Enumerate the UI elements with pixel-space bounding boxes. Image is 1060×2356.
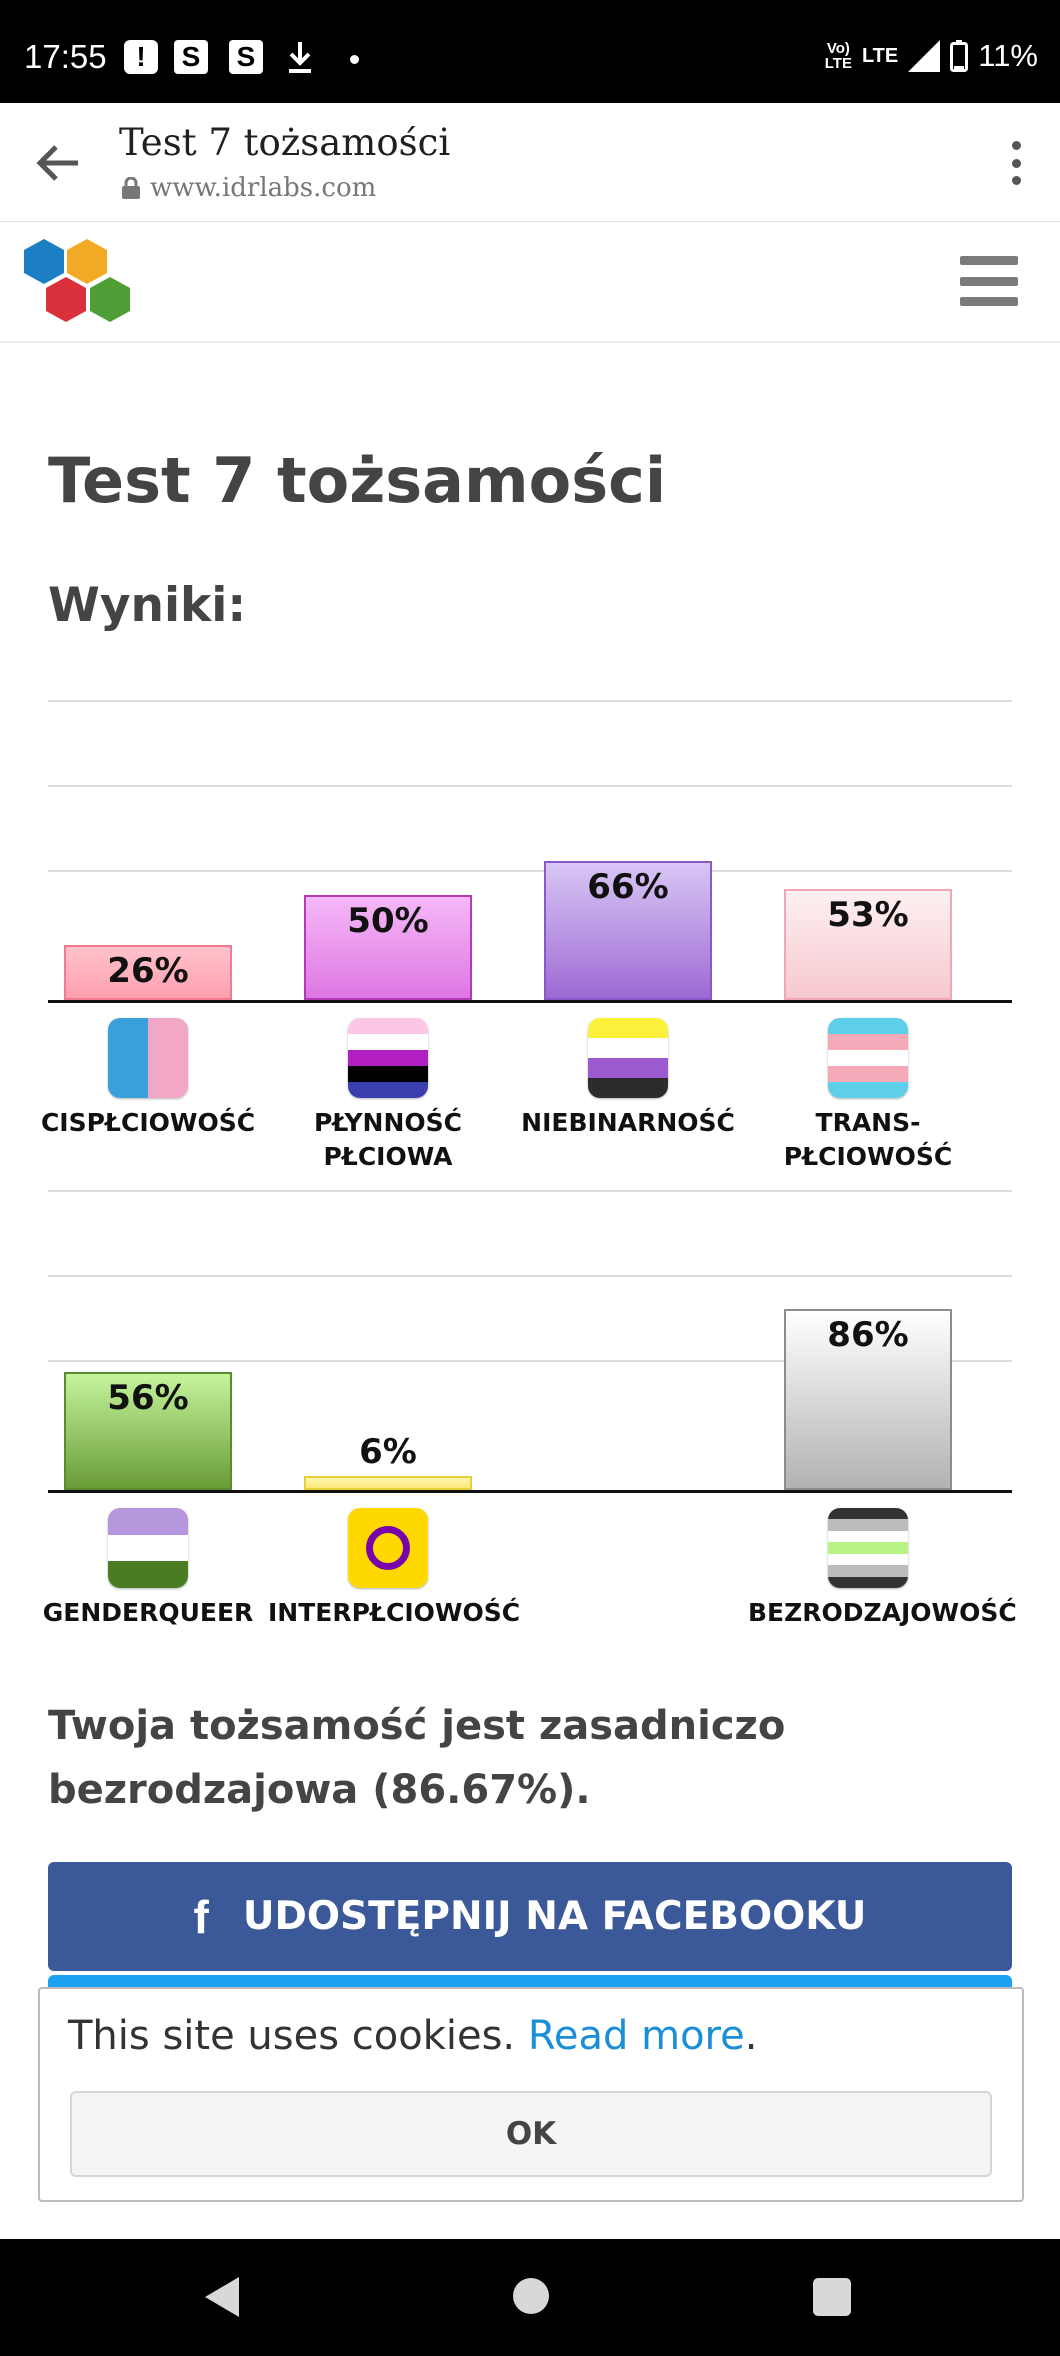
gridline <box>48 1190 1012 1192</box>
results-chart-2: 56% GENDERQUEER 6% INTERPŁCIOWOŚĆ 86% BEZRODZ… <box>43 1190 1017 1640</box>
site-header <box>0 222 1060 343</box>
page-title: Test 7 tożsamości <box>48 444 667 517</box>
download-icon <box>289 42 311 73</box>
url-text: www.idrlabs.com <box>150 173 377 203</box>
intersex-flag-icon <box>348 1508 428 1588</box>
cisgender-flag-icon <box>108 1018 188 1098</box>
browser-page-title: Test 7 tożsamości <box>119 121 451 164</box>
bar-value-label: 53% <box>827 894 909 935</box>
bar-0 <box>64 1372 232 1490</box>
bar-value-label: 6% <box>359 1432 417 1472</box>
transgender-flag-icon <box>828 1018 908 1098</box>
gridline <box>48 1360 1012 1362</box>
s-icon: S <box>229 40 263 74</box>
menu-icon[interactable] <box>960 256 1018 306</box>
nav-recents-icon[interactable] <box>813 2278 851 2316</box>
result-line-1: Twoja tożsamość jest zasadniczo <box>48 1703 786 1749</box>
battery-icon <box>950 40 969 72</box>
bar-value-label: 66% <box>587 867 669 908</box>
bar-value-label: 26% <box>107 951 189 992</box>
system-nav-bar <box>0 2239 1060 2356</box>
alert-icon: ! <box>124 40 158 74</box>
gridline <box>48 870 1012 872</box>
genderqueer-flag-icon <box>108 1508 188 1588</box>
facebook-icon: f <box>193 1890 209 1943</box>
read-more-link[interactable]: Read more <box>527 2013 745 2059</box>
cookie-banner: This site uses cookies. Read more. OK <box>38 1987 1024 2202</box>
result-line-2: bezrodzajowa (86.67%). <box>48 1767 591 1813</box>
agender-flag-icon <box>828 1508 908 1588</box>
facebook-share-label: UDOSTĘPNIJ NA FACEBOOKU <box>242 1894 867 1939</box>
gridline <box>48 700 1012 702</box>
idrlabs-logo-icon[interactable] <box>22 237 136 327</box>
nav-home-icon[interactable] <box>513 2278 549 2314</box>
browser-toolbar: Test 7 tożsamości www.idrlabs.com <box>0 103 1060 222</box>
bar-1 <box>304 895 472 1000</box>
volte-icon: Vo) LTE <box>824 40 852 72</box>
status-bar: 17:55 ! S S Vo) LTE LTE 11% <box>0 0 1060 103</box>
x-axis <box>48 1000 1012 1003</box>
results-chart-1: 26% CISPŁCIOWOŚĆ 50% PŁYNNOŚĆ PŁCIOWA 66% NIEB… <box>41 700 1012 1180</box>
bar-1 <box>304 1476 472 1490</box>
gridline <box>48 785 1012 787</box>
battery-level: 11% <box>978 38 1038 73</box>
bar-2 <box>544 861 712 1000</box>
cookie-ok-button[interactable]: OK <box>70 2091 992 2177</box>
x-axis <box>48 1490 1012 1493</box>
result-summary: Twoja tożsamość jest zasadniczo bezrodza… <box>48 1694 988 1822</box>
category-label: INTERPŁCIOWOŚĆ <box>268 1598 521 1627</box>
bar-value-label: 86% <box>827 1315 909 1356</box>
facebook-share-button[interactable]: f UDOSTĘPNIJ NA FACEBOOKU <box>48 1862 1012 1971</box>
gridline <box>48 1275 1012 1277</box>
category-label: NIEBINARNOŚĆ <box>521 1108 735 1137</box>
results-heading: Wyniki: <box>48 578 247 633</box>
bar-0 <box>64 945 232 1000</box>
nonbinary-flag-icon <box>588 1018 668 1098</box>
network-type: LTE <box>861 44 899 67</box>
category-label: BEZRODZAJOWOŚĆ <box>748 1598 1017 1627</box>
dot-icon <box>350 55 359 64</box>
bar-value-label: 56% <box>107 1378 189 1419</box>
genderfluid-flag-icon <box>348 1018 428 1098</box>
status-time: 17:55 <box>24 38 107 75</box>
s-icon: S <box>174 40 208 74</box>
cookie-text: This site uses cookies. Read more. <box>68 2013 758 2059</box>
bar-2 <box>784 1309 952 1490</box>
nav-back-icon[interactable] <box>205 2277 239 2317</box>
bar-3 <box>784 888 952 1000</box>
category-label: PŁYNNOŚĆ PŁCIOWA <box>313 1108 463 1171</box>
more-options-icon[interactable] <box>1010 141 1022 185</box>
category-label: CISPŁCIOWOŚĆ <box>40 1108 256 1137</box>
browser-url[interactable]: www.idrlabs.com <box>122 173 376 203</box>
back-arrow-icon[interactable] <box>36 143 80 183</box>
lock-icon <box>122 177 140 199</box>
signal-icon <box>908 40 941 72</box>
category-label: TRANS- PŁCIOWOŚĆ <box>783 1108 953 1171</box>
category-label: GENDERQUEER <box>42 1598 254 1627</box>
bar-value-label: 50% <box>347 901 429 941</box>
